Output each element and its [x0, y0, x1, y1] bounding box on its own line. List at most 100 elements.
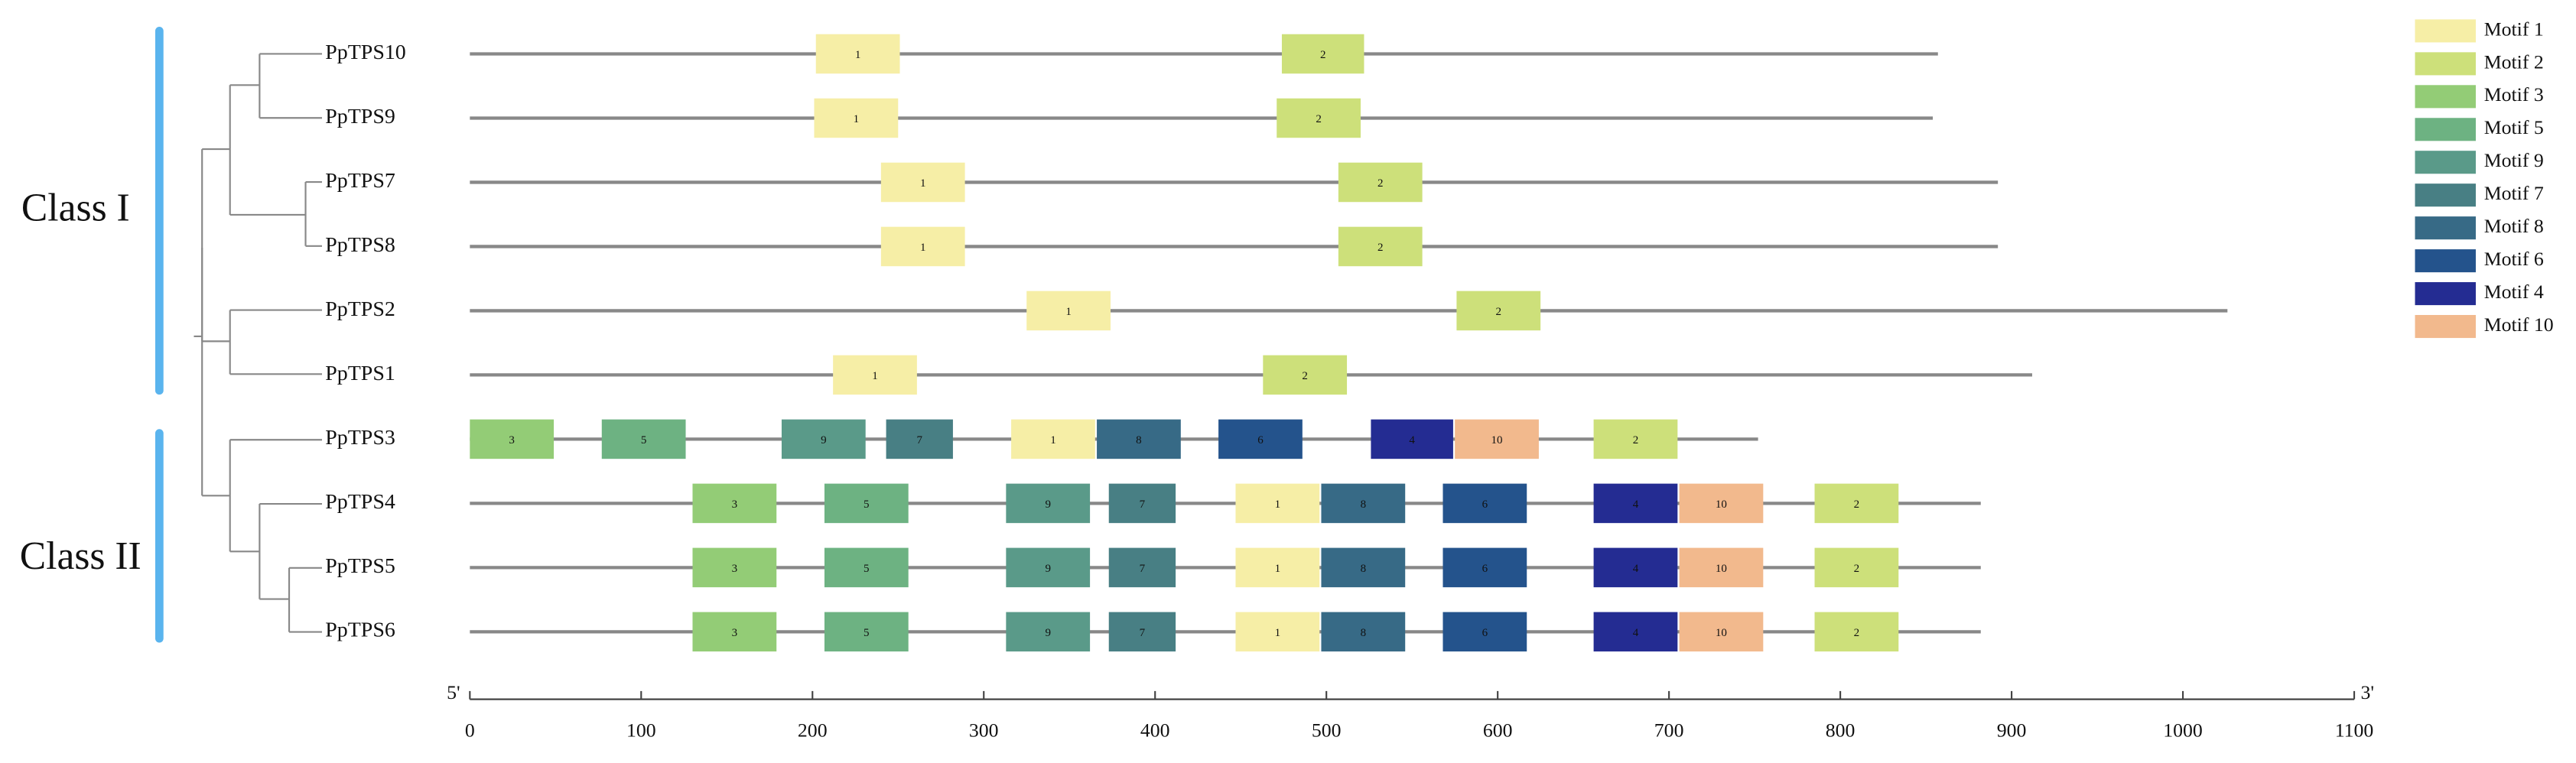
motif-label: 1: [1275, 498, 1281, 511]
motif-label: 7: [1140, 627, 1146, 639]
motif-label: 8: [1361, 627, 1367, 639]
gene-name: PpTPS4: [325, 490, 395, 514]
motif-label: 5: [641, 434, 647, 446]
motif-box: [1455, 419, 1539, 459]
motif-box: [833, 355, 917, 395]
motif-label: 6: [1257, 434, 1264, 446]
motif-box: [692, 612, 777, 652]
x-tick-label: 900: [1997, 719, 2027, 741]
motif-label: 4: [1633, 627, 1639, 639]
legend-label: Motif 10: [2484, 313, 2554, 336]
gene-name: PpTPS9: [325, 105, 395, 128]
motif-label: 9: [1045, 563, 1051, 575]
motif-box: [470, 419, 555, 459]
motif-box: [1593, 483, 1678, 524]
motif-label: 2: [1302, 370, 1308, 382]
motif-label: 2: [1496, 306, 1502, 318]
motif-box: [1108, 547, 1176, 588]
motif-label: 1: [1050, 434, 1056, 446]
motif-box: [1277, 98, 1361, 138]
class-label: Class II: [20, 534, 141, 578]
motif-label: 5: [864, 498, 870, 511]
legend-label: Motif 9: [2484, 149, 2544, 171]
motif-box: [1321, 612, 1406, 652]
motif-label: 2: [1633, 434, 1639, 446]
motif-label: 8: [1361, 498, 1367, 511]
motif-box: [1218, 419, 1303, 459]
motif-box: [824, 483, 909, 524]
motif-label: 3: [509, 434, 515, 446]
legend-swatch: [2415, 249, 2476, 273]
motif-box: [1097, 419, 1181, 459]
motif-label: 2: [1377, 242, 1384, 254]
motif-box: [880, 226, 965, 267]
legend-label: Motif 2: [2484, 50, 2544, 73]
motif-box: [1006, 547, 1091, 588]
motif-box: [692, 547, 777, 588]
motif-box: [781, 419, 866, 459]
motif-label: 5: [864, 627, 870, 639]
motif-label: 5: [864, 563, 870, 575]
motif-label: 1: [1275, 627, 1281, 639]
legend-label: Motif 5: [2484, 116, 2544, 138]
x-tick-label: 300: [969, 719, 999, 741]
legend-label: Motif 1: [2484, 18, 2544, 40]
motif-box: [1456, 291, 1541, 331]
motif-label: 1: [920, 177, 926, 190]
legend-swatch: [2415, 282, 2476, 306]
motif-label: 3: [732, 563, 738, 575]
gene-name: PpTPS10: [325, 41, 405, 64]
legend-label: Motif 7: [2484, 182, 2544, 204]
x-tick-label: 200: [798, 719, 828, 741]
motif-label: 1: [855, 49, 861, 61]
motif-label: 6: [1482, 627, 1488, 639]
motif-label: 4: [1409, 434, 1415, 446]
motif-label: 2: [1320, 49, 1326, 61]
motif-box: [1026, 291, 1111, 331]
motif-box: [1814, 483, 1899, 524]
motif-box: [1281, 34, 1364, 74]
legend-swatch: [2415, 85, 2476, 109]
motif-box: [1371, 419, 1453, 459]
gene-name: PpTPS2: [325, 297, 395, 321]
motif-label: 7: [1140, 498, 1146, 511]
gene-name: PpTPS6: [325, 619, 395, 642]
motif-box: [601, 419, 686, 459]
motif-box: [1679, 612, 1764, 652]
gene-name: PpTPS1: [325, 362, 395, 385]
motif-label: 9: [821, 434, 827, 446]
motif-box: [1006, 483, 1091, 524]
legend-swatch: [2415, 52, 2476, 76]
motif-label: 10: [1491, 434, 1503, 446]
motif-box: [1338, 226, 1423, 267]
motif-box: [1235, 547, 1320, 588]
motif-label: 4: [1633, 498, 1639, 511]
gene-name: PpTPS8: [325, 233, 395, 257]
phylogenetic-tree: [194, 53, 322, 633]
motif-box: [1814, 612, 1899, 652]
motif-box: [824, 612, 909, 652]
gene-name: PpTPS5: [325, 554, 395, 578]
motif-label: 2: [1854, 627, 1860, 639]
legend-swatch: [2415, 216, 2476, 240]
motif-box: [1108, 483, 1176, 524]
motif-label: 10: [1716, 498, 1727, 511]
x-tick-label: 0: [465, 719, 475, 741]
motif-box: [1006, 612, 1091, 652]
motif-label: 9: [1045, 627, 1051, 639]
start-label: 5': [447, 681, 460, 703]
motif-box: [1442, 483, 1527, 524]
motif-label: 7: [1140, 563, 1146, 575]
legend-label: Motif 3: [2484, 83, 2544, 106]
motif-label: 6: [1482, 563, 1488, 575]
legend-swatch: [2415, 118, 2476, 141]
legend-label: Motif 6: [2484, 248, 2544, 270]
motif-box: [1593, 612, 1678, 652]
motif-label: 1: [1275, 563, 1281, 575]
motif-box: [692, 483, 777, 524]
x-tick-label: 700: [1654, 719, 1684, 741]
legend-swatch: [2415, 315, 2476, 339]
motif-label: 4: [1633, 563, 1639, 575]
motif-label: 9: [1045, 498, 1051, 511]
